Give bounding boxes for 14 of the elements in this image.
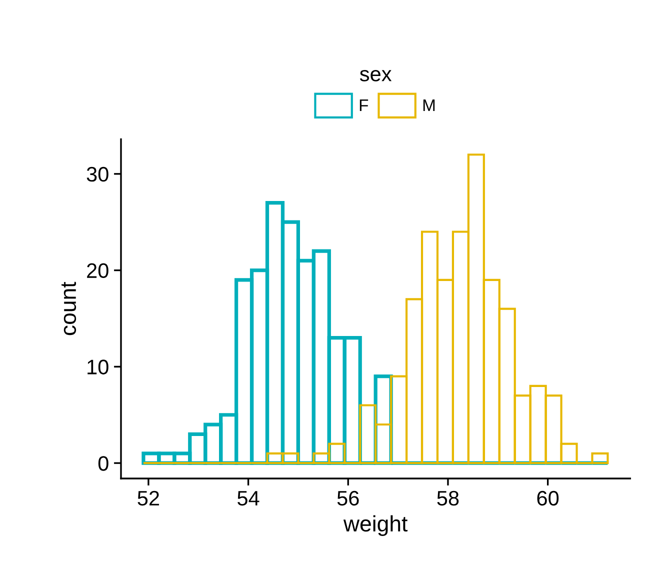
y-tick-label: 10	[88, 360, 108, 374]
y-tick-label: 0	[98, 456, 108, 471]
y-axis-title: count	[61, 282, 76, 336]
legend-label: M	[423, 100, 435, 111]
x-tick-label: 56	[337, 490, 359, 506]
x-tick-label: 60	[537, 490, 559, 506]
x-tick-label: 58	[437, 490, 459, 506]
x-tick-label: 52	[138, 490, 159, 506]
y-tick-label: 20	[87, 263, 108, 278]
y-tick-label: 30	[86, 166, 108, 182]
legend-title: sex	[360, 70, 392, 82]
x-axis-title: weight	[343, 515, 408, 536]
legend-label: F	[360, 100, 368, 111]
x-tick-label: 54	[238, 491, 260, 506]
